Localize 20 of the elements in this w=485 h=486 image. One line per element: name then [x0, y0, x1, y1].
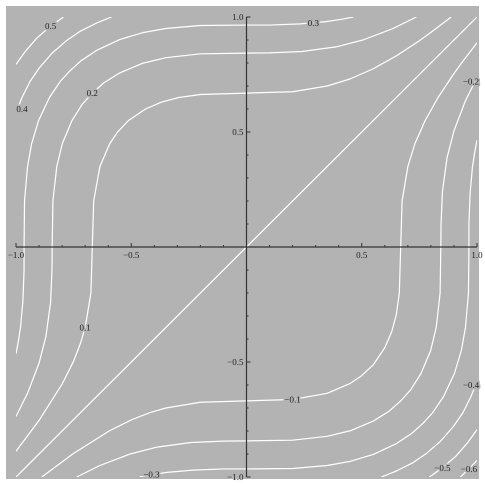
annotation: −0.1	[284, 394, 301, 404]
x-tick-label: −1.0	[8, 250, 25, 260]
annotation: 0.3	[308, 18, 320, 28]
annotation: 0.1	[80, 322, 91, 332]
x-tick-label: −0.5	[123, 250, 140, 260]
annotation: −0.6	[460, 464, 478, 474]
y-tick-label: −1.0	[227, 472, 244, 482]
y-tick-label: 0.5	[232, 127, 244, 137]
x-tick-label: 0.5	[356, 250, 368, 260]
annotation: −0.4	[462, 380, 480, 390]
annotation: −0.3	[143, 470, 160, 480]
annotation: 0.5	[44, 21, 57, 32]
annotation: 0.4	[16, 104, 28, 114]
x-tick-label: 1.0	[471, 250, 484, 260]
y-tick-label: −0.5	[227, 357, 244, 367]
line-series	[428, 429, 477, 477]
annotation: −0.2	[462, 76, 480, 86]
y-tick-label: 1.0	[232, 12, 244, 22]
annotation: 0.2	[86, 88, 98, 98]
annotation: −0.5	[434, 462, 452, 473]
